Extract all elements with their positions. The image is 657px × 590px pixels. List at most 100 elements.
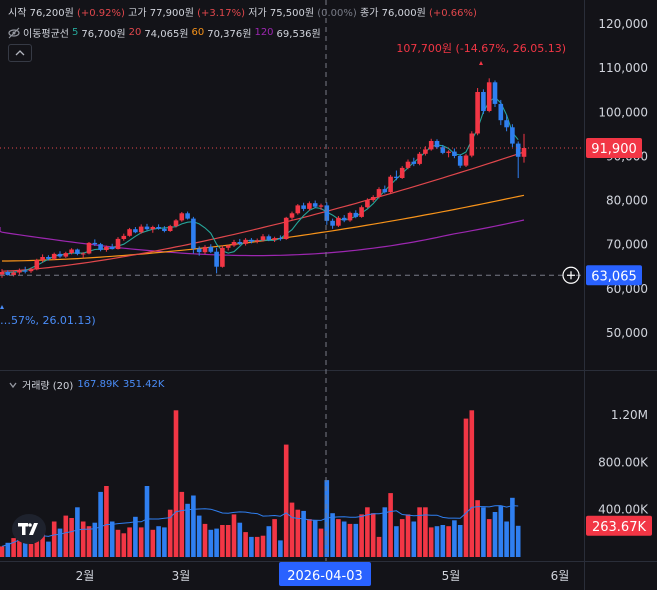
time-tick-label: 6월: [551, 569, 570, 583]
volume-bar: [411, 521, 417, 557]
volume-bar: [452, 520, 457, 557]
candle-body: [486, 82, 492, 111]
close-pct: (+0.66%): [428, 8, 477, 19]
volume-bar: [307, 519, 312, 557]
visibility-eye-icon[interactable]: [8, 27, 20, 39]
candle-body: [22, 270, 28, 272]
ma20-value: 74,065원: [144, 29, 189, 40]
min-price-annotation: …57%, 26.01.13): [0, 314, 96, 327]
ma60-period: 60: [191, 27, 205, 38]
candle-body: [121, 235, 127, 239]
volume-tick-label: 400.00K: [598, 503, 649, 517]
candle-body: [17, 270, 22, 273]
candle-body: [80, 253, 86, 255]
volume-bar: [388, 493, 393, 557]
ma20-line: [1, 151, 525, 272]
volume-bar: [231, 514, 237, 557]
volume-bar: [243, 532, 248, 557]
volume-bar: [347, 523, 353, 557]
candle-body: [510, 127, 515, 144]
volume-bar: [336, 519, 341, 557]
volume-bar: [63, 515, 69, 557]
volume-bar: [376, 536, 382, 557]
candle-body: [295, 205, 301, 214]
volume-bar: [486, 519, 492, 557]
candle-body: [69, 249, 74, 253]
candle-body: [249, 239, 254, 242]
candle-body: [498, 103, 504, 121]
candle-body: [133, 229, 138, 233]
chevron-down-icon[interactable]: [8, 380, 18, 390]
price-tick-label: 120,000: [598, 17, 648, 31]
candle-body: [423, 149, 428, 154]
volume-bar: [481, 507, 486, 557]
chevron-up-icon: [15, 50, 25, 56]
candle-body: [144, 226, 150, 230]
high-label: 고가: [128, 8, 147, 19]
candle-body: [51, 253, 57, 259]
volume-bar: [266, 526, 272, 557]
volume-bar: [394, 526, 399, 557]
volume-bar: [179, 491, 185, 557]
crosshair-date-label: 2026-04-03: [287, 569, 363, 584]
candle-body: [167, 226, 173, 231]
volume-bar: [162, 527, 167, 557]
candle-body: [225, 245, 231, 248]
volume-bar: [353, 523, 359, 557]
candle-body: [260, 236, 266, 241]
volume-bar: [57, 528, 63, 557]
candle-body: [202, 246, 208, 253]
volume-bar: [504, 521, 509, 557]
volume-bar: [11, 538, 16, 557]
volume-bar: [417, 507, 422, 557]
volume-bar: [17, 532, 22, 557]
candle-body: [353, 212, 359, 217]
volume-bar: [341, 521, 347, 557]
candle-body: [115, 238, 121, 249]
add-alert-icon[interactable]: [562, 266, 580, 284]
candle-body: [307, 203, 312, 209]
candle-body: [289, 213, 295, 218]
candle-body: [336, 217, 341, 226]
volume-bar: [289, 502, 295, 557]
candle-body: [515, 143, 521, 157]
candle-body: [75, 249, 80, 254]
candle-body: [63, 253, 69, 257]
volume-bar: [324, 480, 330, 557]
candle-body: [359, 207, 364, 217]
collapse-legend-button[interactable]: [8, 44, 32, 62]
candle-body: [34, 260, 40, 270]
volume-bar: [399, 519, 405, 557]
candle-body: [208, 246, 214, 252]
candle-body: [376, 189, 382, 197]
volume-bar: [0, 546, 5, 557]
volume-bar: [51, 521, 57, 557]
close-label: 종가: [360, 8, 379, 19]
ma5-value: 76,700원: [81, 29, 126, 40]
volume-bar: [423, 507, 428, 557]
crosshair-price-badge: [586, 265, 642, 286]
low-value: 75,500원: [269, 8, 315, 19]
volume-bar: [40, 526, 45, 557]
volume-bar: [446, 526, 451, 557]
candle-body: [40, 257, 45, 261]
candle-body: [46, 257, 51, 259]
tradingview-logo[interactable]: [12, 514, 46, 544]
candle-body: [278, 238, 283, 240]
volume-bar: [196, 515, 202, 557]
volume-bar: [150, 529, 156, 557]
volume-bar: [28, 544, 34, 557]
current-volume-badge: [586, 515, 652, 536]
volume-bar: [457, 525, 463, 557]
volume-bar: [249, 536, 254, 557]
candle-body: [440, 147, 446, 153]
volume-bar: [138, 527, 144, 557]
current-price-badge: [586, 138, 642, 159]
volume-bar: [272, 519, 277, 557]
ma-legend: 이동평균선 5 76,700원 20 74,065원 60 70,376원 12…: [8, 25, 321, 40]
candle-body: [104, 246, 109, 250]
current-price-label: 91,900: [591, 142, 637, 157]
volume-bar: [133, 516, 138, 557]
volume-bar: [115, 529, 121, 557]
